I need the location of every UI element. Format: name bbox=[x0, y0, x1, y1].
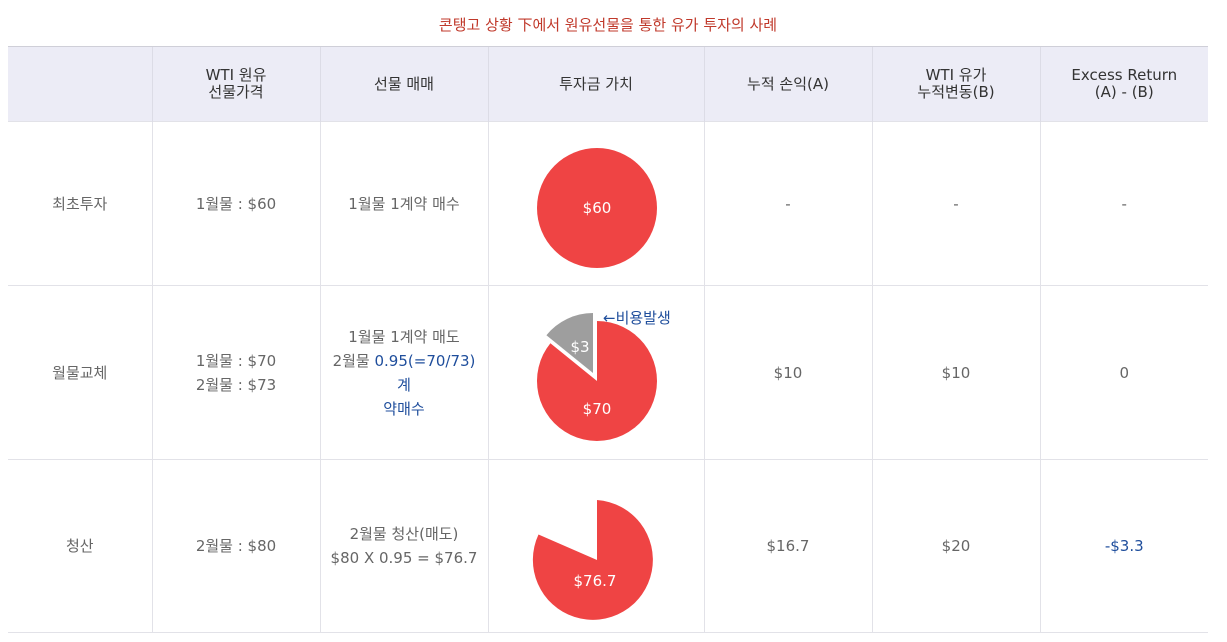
table-row: 월물교체 1월물 : $70 2월물 : $73 1월물 1계약 매도 2월물 0.… bbox=[8, 285, 1208, 460]
row-label: 월물교체 bbox=[8, 285, 152, 460]
excess-return-cell: 0 bbox=[1039, 285, 1208, 460]
trade-cell: 2월물 청산(매도) $80 X 0.95 = $76.7 bbox=[319, 459, 488, 633]
pie-label: $60 bbox=[582, 199, 611, 217]
trade-cell: 1월물 1계약 매수 bbox=[319, 121, 488, 286]
pie-main-slice bbox=[536, 320, 657, 441]
pie-cost-slice bbox=[545, 312, 593, 373]
header-cumulative-pl: 누적 손익(A) bbox=[703, 46, 872, 122]
header-wti-price: WTI 원유 선물가격 bbox=[151, 46, 320, 122]
table-row: 청산 2월물 : $80 2월물 청산(매도) $80 X 0.95 = $76.… bbox=[8, 459, 1208, 633]
price-cell: 1월물 : $60 bbox=[151, 121, 320, 286]
pie-label: $76.7 bbox=[573, 572, 616, 590]
wti-change-cell: $10 bbox=[871, 285, 1040, 460]
pie-cell: $76.7 bbox=[487, 459, 704, 633]
header-futures-trade: 선물 매매 bbox=[319, 46, 488, 122]
pie-remaining-slice bbox=[532, 500, 653, 620]
wti-change-cell: - bbox=[871, 121, 1040, 286]
wti-change-cell: $20 bbox=[871, 459, 1040, 633]
header-investment-value: 투자금 가치 bbox=[487, 46, 704, 122]
pie-cell: $3 $70 ←비용발생 bbox=[487, 285, 704, 460]
page-title: 콘탱고 상황 下에서 원유선물을 통한 유가 투자의 사례 bbox=[438, 16, 778, 34]
table-header-row: WTI 원유 선물가격 선물 매매 투자금 가치 누적 손익(A) WTI 유가 누… bbox=[8, 46, 1208, 122]
cumulative-pl-cell: $16.7 bbox=[703, 459, 872, 633]
header-empty bbox=[8, 46, 152, 122]
row-label: 최초투자 bbox=[8, 121, 152, 286]
excess-return-cell: - bbox=[1039, 121, 1208, 286]
cumulative-pl-cell: $10 bbox=[703, 285, 872, 460]
pie-cell: $60 bbox=[487, 121, 704, 286]
table-row: 최초투자 1월물 : $60 1월물 1계약 매수 $60 - - - bbox=[8, 121, 1208, 286]
cost-note: ←비용발생 bbox=[603, 309, 671, 327]
trade-cell: 1월물 1계약 매도 2월물 0.95(=70/73) 계 약매수 bbox=[319, 285, 488, 460]
row-label: 청산 bbox=[8, 459, 152, 633]
pie-full bbox=[536, 147, 657, 268]
price-cell: 1월물 : $70 2월물 : $73 bbox=[151, 285, 320, 460]
header-wti-change: WTI 유가 누적변동(B) bbox=[871, 46, 1040, 122]
ratio-highlight: 0.95(=70/73) 계 bbox=[374, 351, 476, 394]
cumulative-pl-cell: - bbox=[703, 121, 872, 286]
comparison-table: WTI 원유 선물가격 선물 매매 투자금 가치 누적 손익(A) WTI 유가 누… bbox=[8, 46, 1208, 633]
pie-label: $70 bbox=[582, 400, 611, 418]
excess-return-cell: -$3.3 bbox=[1039, 459, 1208, 633]
price-cell: 2월물 : $80 bbox=[151, 459, 320, 633]
pie-chart-rollover: $3 $70 ←비용발생 bbox=[536, 309, 671, 441]
header-excess-return: Excess Return (A) - (B) bbox=[1039, 46, 1208, 122]
pie-chart-initial: $60 bbox=[536, 147, 657, 268]
pie-chart-settlement: $76.7 bbox=[532, 500, 653, 620]
pie-slice-label: $3 bbox=[570, 338, 589, 356]
